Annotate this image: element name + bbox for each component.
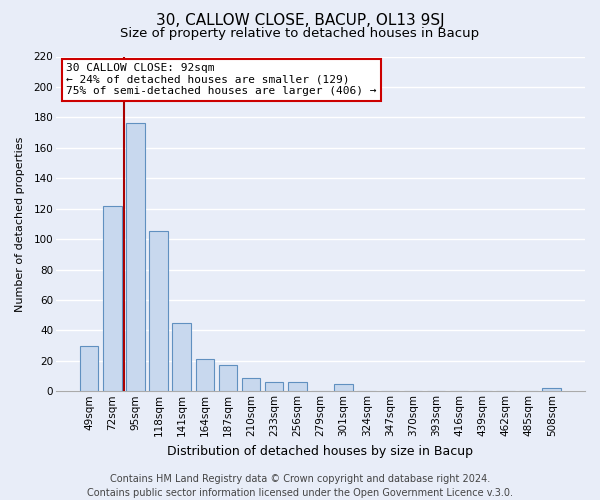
X-axis label: Distribution of detached houses by size in Bacup: Distribution of detached houses by size …	[167, 444, 473, 458]
Bar	[103, 206, 122, 392]
Y-axis label: Number of detached properties: Number of detached properties	[15, 136, 25, 312]
Bar	[80, 346, 98, 392]
Bar	[196, 360, 214, 392]
Bar	[218, 366, 237, 392]
Bar	[149, 232, 168, 392]
Bar	[542, 388, 561, 392]
Bar	[126, 124, 145, 392]
Bar	[242, 378, 260, 392]
Bar	[288, 382, 307, 392]
Text: 30 CALLOW CLOSE: 92sqm
← 24% of detached houses are smaller (129)
75% of semi-de: 30 CALLOW CLOSE: 92sqm ← 24% of detached…	[67, 63, 377, 96]
Bar	[172, 323, 191, 392]
Bar	[265, 382, 283, 392]
Text: Size of property relative to detached houses in Bacup: Size of property relative to detached ho…	[121, 28, 479, 40]
Text: Contains HM Land Registry data © Crown copyright and database right 2024.
Contai: Contains HM Land Registry data © Crown c…	[87, 474, 513, 498]
Text: 30, CALLOW CLOSE, BACUP, OL13 9SJ: 30, CALLOW CLOSE, BACUP, OL13 9SJ	[155, 12, 445, 28]
Bar	[334, 384, 353, 392]
